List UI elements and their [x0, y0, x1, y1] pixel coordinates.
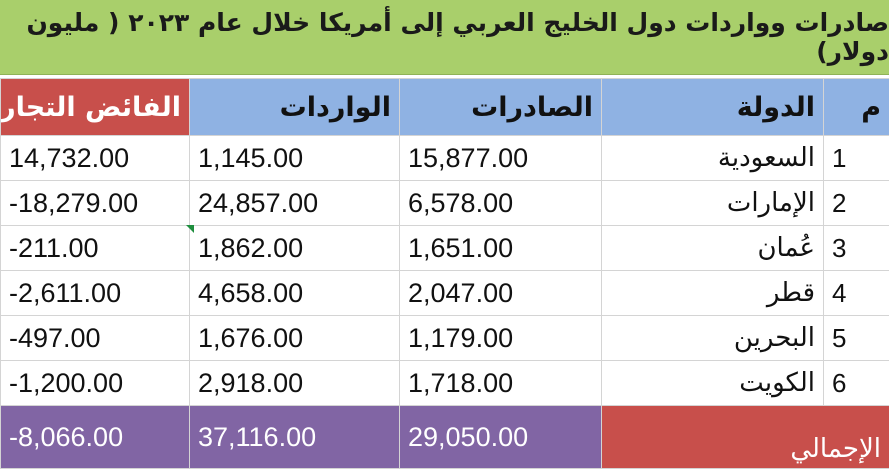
cell-exports[interactable]: 2,047.00 — [400, 271, 602, 316]
cell-country[interactable]: قطر — [602, 271, 824, 316]
table-row: 5 البحرين 1,179.00 1,676.00 -497.00 — [1, 316, 889, 361]
cell-surplus[interactable]: -18,279.00 — [1, 181, 190, 226]
cell-imports[interactable]: 1,676.00 — [190, 316, 400, 361]
total-surplus[interactable]: -8,066.00 — [1, 406, 190, 469]
cell-country[interactable]: السعودية — [602, 136, 824, 181]
header-imports[interactable]: الواردات — [190, 79, 400, 136]
cell-index[interactable]: 5 — [824, 316, 889, 361]
header-surplus[interactable]: الفائض التجاري — [1, 79, 190, 136]
cell-exports[interactable]: 1,179.00 — [400, 316, 602, 361]
table-row: 6 الكويت 1,718.00 2,918.00 -1,200.00 — [1, 361, 889, 406]
cell-imports[interactable]: 1,145.00 — [190, 136, 400, 181]
cell-surplus[interactable]: -211.00 — [1, 226, 190, 271]
cell-imports[interactable]: 1,862.00 — [190, 226, 400, 271]
total-label[interactable]: الإجمالي — [602, 406, 889, 469]
cell-imports[interactable]: 24,857.00 — [190, 181, 400, 226]
cell-imports[interactable]: 4,658.00 — [190, 271, 400, 316]
cell-country[interactable]: الكويت — [602, 361, 824, 406]
cell-surplus[interactable]: -2,611.00 — [1, 271, 190, 316]
header-index[interactable]: م — [824, 79, 889, 136]
cell-index[interactable]: 3 — [824, 226, 889, 271]
header-row: م الدولة الصادرات الواردات الفائض التجار… — [1, 79, 889, 136]
cell-country[interactable]: الإمارات — [602, 181, 824, 226]
spreadsheet: صادرات وواردات دول الخليج العربي إلى أمر… — [0, 0, 889, 457]
cell-index[interactable]: 1 — [824, 136, 889, 181]
cell-imports[interactable]: 2,918.00 — [190, 361, 400, 406]
cell-country[interactable]: البحرين — [602, 316, 824, 361]
cell-surplus[interactable]: -497.00 — [1, 316, 190, 361]
cell-exports[interactable]: 1,651.00 — [400, 226, 602, 271]
cell-surplus[interactable]: 14,732.00 — [1, 136, 190, 181]
cell-comment-indicator — [186, 225, 194, 233]
cell-exports[interactable]: 1,718.00 — [400, 361, 602, 406]
total-imports[interactable]: 37,116.00 — [190, 406, 400, 469]
cell-index[interactable]: 4 — [824, 271, 889, 316]
cell-index[interactable]: 2 — [824, 181, 889, 226]
cell-exports[interactable]: 6,578.00 — [400, 181, 602, 226]
header-country[interactable]: الدولة — [602, 79, 824, 136]
trade-table: م الدولة الصادرات الواردات الفائض التجار… — [0, 78, 889, 469]
cell-exports[interactable]: 15,877.00 — [400, 136, 602, 181]
header-exports[interactable]: الصادرات — [400, 79, 602, 136]
table-row: 4 قطر 2,047.00 4,658.00 -2,611.00 — [1, 271, 889, 316]
table-row: 3 عُمان 1,651.00 1,862.00 -211.00 — [1, 226, 889, 271]
total-row: الإجمالي 29,050.00 37,116.00 -8,066.00 — [1, 406, 889, 469]
cell-country[interactable]: عُمان — [602, 226, 824, 271]
cell-surplus[interactable]: -1,200.00 — [1, 361, 190, 406]
cell-index[interactable]: 6 — [824, 361, 889, 406]
table-row: 2 الإمارات 6,578.00 24,857.00 -18,279.00 — [1, 181, 889, 226]
sheet-title[interactable]: صادرات وواردات دول الخليج العربي إلى أمر… — [0, 0, 889, 75]
table-row: 1 السعودية 15,877.00 1,145.00 14,732.00 — [1, 136, 889, 181]
total-exports[interactable]: 29,050.00 — [400, 406, 602, 469]
